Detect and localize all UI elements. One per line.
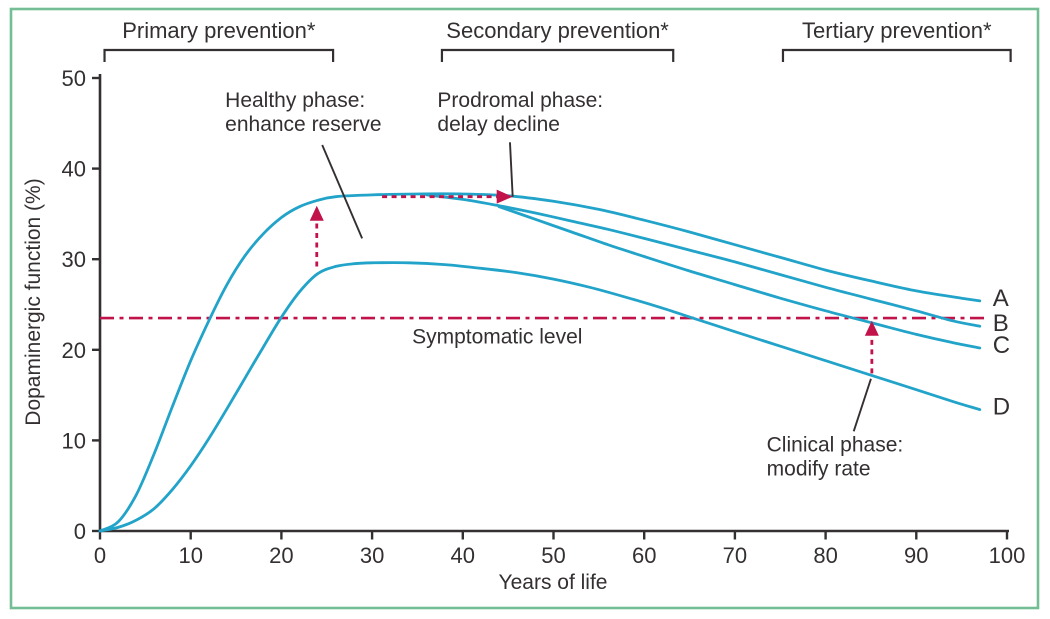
axis-lines <box>98 74 1009 533</box>
bracket-label-primary: Primary prevention* <box>122 18 316 43</box>
prevention-brackets-layer <box>103 48 1012 62</box>
curve-C <box>497 205 982 350</box>
curve-label-C: C <box>993 332 1010 359</box>
bracket-label-tertiary: Tertiary prevention* <box>802 18 992 43</box>
x-tick-label: 30 <box>360 543 384 568</box>
symptomatic-level-label: Symptomatic level <box>412 325 582 348</box>
annotation-pointer-line <box>852 378 872 432</box>
x-tick-label: 0 <box>94 543 106 568</box>
intervention-arrows-layer <box>309 189 879 374</box>
modify-rate-arrow-head <box>864 320 879 336</box>
curve-D <box>98 261 982 533</box>
annotation-pointer-line <box>509 142 514 197</box>
enhance-reserve-arrow-head <box>309 205 324 221</box>
y-tick-label: 20 <box>62 338 86 363</box>
curve-label-D: D <box>993 394 1010 421</box>
y-tick-label: 40 <box>62 157 86 182</box>
x-tick-label: 20 <box>269 543 293 568</box>
x-tick-label: 80 <box>813 543 837 568</box>
x-tick-label: 100 <box>989 543 1026 568</box>
x-axis-title: Years of life <box>499 571 608 594</box>
y-tick-label: 10 <box>62 428 86 453</box>
annotation-healthy-line1: Healthy phase: <box>225 89 365 112</box>
x-tick-label: 10 <box>178 543 202 568</box>
x-tick-label: 90 <box>904 543 928 568</box>
figure-border <box>9 7 1040 610</box>
y-axis-title: Dopaminergic function (%) <box>22 178 45 425</box>
annotation-prodromal-line1: Prodromal phase: <box>437 89 603 112</box>
bracket-label-secondary: Secondary prevention* <box>446 18 669 43</box>
annotation-clinical-line1: Clinical phase: <box>767 433 904 456</box>
axes-layer: 0 10 20 30 40 50 0 10 20 30 40 50 60 70 80 90 100 <box>62 66 1026 568</box>
annotation-pointer-line <box>321 144 363 239</box>
x-tick-label: 70 <box>723 543 747 568</box>
y-tick-label: 50 <box>62 66 86 91</box>
x-tick-label: 60 <box>632 543 656 568</box>
prevention-bracket <box>103 48 335 62</box>
y-tick-label: 0 <box>74 519 86 544</box>
annotation-pointers-layer <box>321 142 872 432</box>
delay-decline-arrow-head <box>496 189 513 204</box>
curve-B <box>425 193 982 328</box>
x-tick-label: 50 <box>541 543 565 568</box>
y-tick-label: 30 <box>62 247 86 272</box>
curve-label-B: B <box>993 310 1009 337</box>
prevention-bracket <box>440 48 675 62</box>
annotation-prodromal-line2: delay decline <box>437 113 560 136</box>
prevention-bracket <box>781 48 1012 62</box>
curves-layer <box>98 192 982 533</box>
annotation-clinical-line2: modify rate <box>767 457 871 480</box>
curve-label-A: A <box>993 285 1009 312</box>
curve-A <box>98 192 982 533</box>
x-tick-label: 40 <box>451 543 475 568</box>
annotation-healthy-line2: enhance reserve <box>225 113 381 136</box>
